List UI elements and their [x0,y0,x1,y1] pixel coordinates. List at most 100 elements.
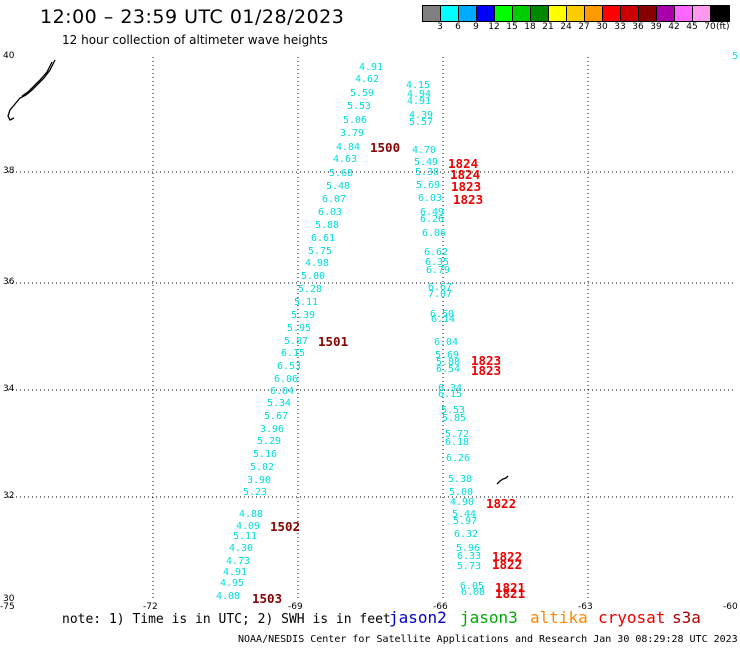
swh-value: 5.29 [257,436,282,447]
swh-value: 6.03 [318,207,343,218]
swh-value: 3.96 [260,424,285,435]
swh-value: 4.39 [409,110,434,121]
legend-swatch [639,6,657,21]
lat-lon-grid [8,57,733,600]
pass-time-label: 1823 [471,353,502,368]
swh-value: 5.97 [453,516,478,527]
legend-swatch [459,6,477,21]
y-tick-label: 40 [3,51,15,61]
swh-value: 4.84 [336,142,361,153]
x-tick-label: -60 [723,602,738,612]
swh-value: 6.06 [422,228,447,239]
swh-value: 6.26 [420,214,445,225]
swh-value: 5.06 [343,115,368,126]
legend-label: 30 [596,22,608,32]
swh-value: 6.79 [426,265,451,276]
swh-value: 6.35 [425,257,450,268]
legend-swatch [495,6,513,21]
x-tick-label: -69 [288,602,303,612]
pass-time-label: 1824 [448,156,479,171]
swh-value: 5.39 [291,310,316,321]
corner-label: 5 [732,51,739,62]
swh-value: 3.79 [340,128,365,139]
swh-value: 5.23 [243,487,268,498]
swh-value: 5.02 [250,462,275,473]
swh-value: 6.61 [311,233,336,244]
swh-value: 5.49 [414,157,439,168]
swh-value: 5.57 [409,117,434,128]
legend-label: 15 [506,22,518,32]
legend-swatch [585,6,603,21]
legend-label: 24 [560,22,572,32]
legend-label: 33 [614,22,626,32]
swh-value: 6.05 [460,581,485,592]
legend-label: 18 [524,22,536,32]
swh-value: 5.75 [308,246,333,257]
legend-label: 45 [686,22,698,32]
y-tick-label: 36 [3,277,15,287]
legend-swatch [657,6,675,21]
swh-value: 4.91 [223,567,248,578]
swh-value: 4.70 [412,145,437,156]
pass-time-label: 1823 [453,192,484,207]
swh-value: 5.38 [415,167,440,178]
swh-value: 5.85 [442,413,467,424]
swh-value: 6.14 [431,314,456,325]
x-tick-label: -72 [143,602,158,612]
y-tick-label: 30 [3,594,15,604]
pass-time-label: 1503 [252,591,283,606]
swh-value: 5.34 [267,398,292,409]
legend-swatch [477,6,495,21]
swh-value: 3.90 [247,475,272,486]
legend-swatch [513,6,531,21]
pass-time-label: 1500 [370,140,401,155]
legend-label: 9 [473,22,479,32]
pass-time-label: 1501 [318,334,349,349]
swh-value: 5.11 [294,297,319,308]
pass-time-label: 1502 [270,519,301,534]
swh-value: 6.04 [270,386,295,397]
legend-label: 70 [704,22,716,32]
footnote: note: 1) Time is in UTC; 2) SWH is in fe… [62,612,391,627]
legend-swatch [621,6,639,21]
swh-value: 6.49 [420,207,445,218]
legend-swatch [567,6,585,21]
legend-swatch [549,6,567,21]
swh-value: 5.69 [416,180,441,191]
pass-time-label: 1823 [451,179,482,194]
legend-swatch [675,6,693,21]
swh-value: 6.03 [418,193,443,204]
swh-value: 4.91 [359,62,384,73]
legend-swatch [711,6,729,21]
swh-value: 5.16 [253,449,278,460]
swh-value: 6.50 [430,309,455,320]
swh-value: 4.73 [226,556,251,567]
swh-value: 6.26 [446,453,471,464]
swh-value: 6.15 [438,389,463,400]
legend-swatch [423,6,441,21]
swh-value: 6.06 [274,374,299,385]
coastline-segment [496,475,509,485]
swh-value: 5.73 [457,561,482,572]
swh-value: 5.44 [452,509,477,520]
satellite-jason3: jason3 [460,608,518,627]
swh-value: 5.67 [264,411,289,422]
pass-time-label: 1821 [495,586,526,601]
map-title: 12:00 – 23:59 UTC 01/28/2023 [40,6,345,28]
legend-label: 27 [578,22,590,32]
swh-value: 5.38 [448,474,473,485]
satellite-cryosat: cryosat [598,608,666,627]
swh-value: 5.28 [298,284,323,295]
swh-value: 4.94 [407,89,432,100]
swh-value: 5.96 [456,543,481,554]
swh-value: 5.00 [449,487,474,498]
swh-value: 4.88 [239,509,264,520]
swh-value: 6.54 [436,364,461,375]
pass-time-label: 1823 [471,363,502,378]
swh-value: 4.90 [450,497,475,508]
pass-time-label: 1822 [486,496,517,511]
swh-value: 6.04 [434,337,459,348]
swh-value: 4.08 [216,591,241,602]
swh-value: 6.67 [428,282,453,293]
coastline-segment [7,59,56,121]
